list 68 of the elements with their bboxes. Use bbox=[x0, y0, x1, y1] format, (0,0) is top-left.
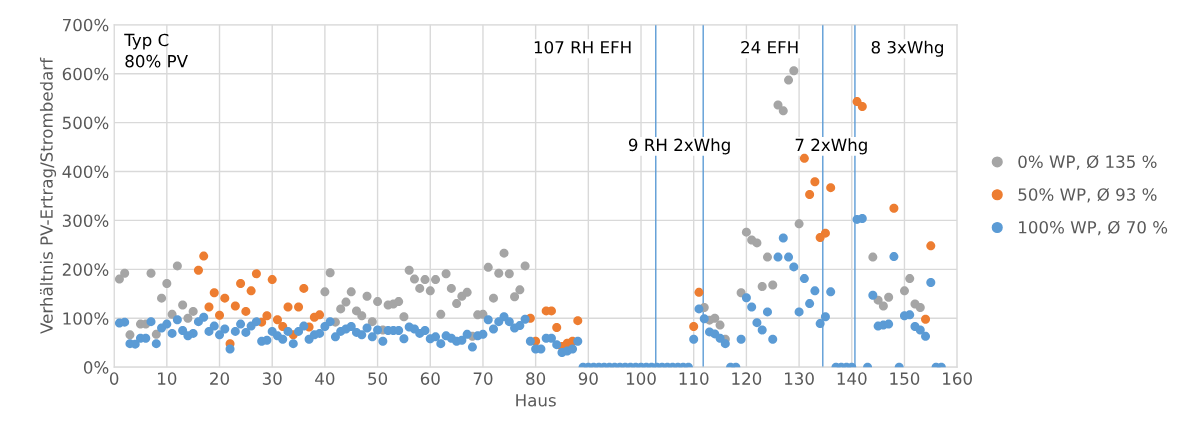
x-tick-label: 100 bbox=[626, 372, 656, 385]
point bbox=[552, 323, 562, 333]
y-tick-label: 200% bbox=[62, 263, 109, 276]
x-tick-label: 150 bbox=[890, 372, 920, 385]
y-tick-label: 0% bbox=[83, 361, 109, 374]
annotation: 8 3xWhg bbox=[871, 40, 943, 57]
point bbox=[246, 286, 256, 296]
x-tick-label: 50 bbox=[368, 372, 388, 385]
legend-label: 0% WP, Ø 135 % bbox=[1018, 155, 1157, 170]
point bbox=[689, 322, 699, 332]
annotation: Typ C 80% PV bbox=[124, 33, 188, 68]
x-axis-title: Haus bbox=[516, 394, 556, 407]
point bbox=[299, 283, 309, 293]
point bbox=[204, 302, 214, 312]
ref-line-label: 107 RH EFH bbox=[534, 40, 631, 54]
point bbox=[889, 203, 899, 213]
y-tick-label: 500% bbox=[62, 116, 109, 130]
legend-label: 100% WP, Ø 70 % bbox=[1019, 220, 1168, 236]
point bbox=[278, 322, 288, 332]
legend-label: 50% WP, Ø 93 % bbox=[1018, 187, 1157, 203]
point bbox=[262, 311, 272, 321]
x-tick-label: 140 bbox=[837, 372, 867, 385]
point bbox=[209, 288, 219, 298]
y-tick-label: 600% bbox=[62, 67, 109, 81]
point bbox=[193, 265, 203, 275]
point bbox=[805, 190, 815, 199]
point bbox=[220, 293, 230, 303]
point bbox=[272, 315, 282, 325]
x-tick-label: 110 bbox=[679, 372, 709, 385]
point bbox=[820, 228, 830, 238]
x-tick-label: 80 bbox=[526, 372, 546, 385]
x-tick-label: 20 bbox=[210, 372, 230, 385]
point bbox=[283, 302, 293, 312]
x-tick-label: 0 bbox=[109, 372, 119, 385]
ref-line-label: 9 RH 2xWhg bbox=[628, 138, 730, 155]
x-tick-label: 120 bbox=[732, 372, 762, 385]
x-tick-label: 30 bbox=[262, 372, 282, 385]
y-tick-label: 400% bbox=[62, 165, 109, 179]
point bbox=[267, 275, 277, 285]
y-tick-label: 300% bbox=[62, 214, 109, 227]
x-tick-label: 60 bbox=[420, 372, 440, 385]
point bbox=[215, 310, 225, 320]
point bbox=[241, 306, 251, 316]
point bbox=[573, 316, 583, 326]
point bbox=[294, 302, 304, 312]
point bbox=[199, 251, 209, 261]
point bbox=[799, 153, 809, 163]
y-tick-label: 700% bbox=[63, 18, 109, 32]
ref-line-label: 7 2xWhg bbox=[795, 138, 867, 155]
point bbox=[315, 310, 325, 320]
point bbox=[926, 241, 936, 251]
x-tick-label: 70 bbox=[473, 372, 493, 385]
x-tick-label: 40 bbox=[315, 372, 335, 385]
y-axis-title: Verhältnis PV-Ertrag/Strombedarf bbox=[39, 57, 57, 334]
point bbox=[810, 177, 820, 187]
x-tick-label: 90 bbox=[578, 372, 598, 385]
point bbox=[230, 301, 240, 311]
x-tick-label: 130 bbox=[785, 372, 814, 385]
point bbox=[251, 269, 261, 279]
point bbox=[921, 314, 931, 324]
point bbox=[857, 101, 867, 111]
ref-line-label: 24 EFH bbox=[741, 40, 798, 54]
x-tick-label: 10 bbox=[158, 372, 177, 385]
x-tick-label: 160 bbox=[943, 372, 972, 385]
point bbox=[236, 279, 246, 289]
point bbox=[826, 183, 836, 193]
point bbox=[694, 287, 704, 297]
y-tick-label: 100% bbox=[63, 312, 109, 325]
